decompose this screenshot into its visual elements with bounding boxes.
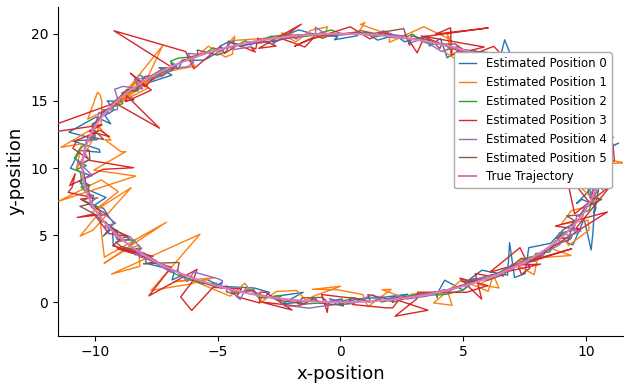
Estimated Position 2 — [102, 219, 110, 224]
Estimated Position 2 — [297, 302, 305, 307]
Estimated Position 1 — [76, 234, 84, 238]
Legend: Estimated Position 0, Estimated Position 1, Estimated Position 2, Estimated Posi: Estimated Position 0, Estimated Position… — [454, 52, 612, 188]
Estimated Position 4 — [312, 25, 319, 30]
Estimated Position 2 — [135, 89, 142, 93]
True Trajectory — [342, 32, 350, 36]
Estimated Position 0 — [251, 286, 258, 291]
Estimated Position 4 — [119, 84, 127, 89]
Estimated Position 3 — [581, 170, 589, 175]
Estimated Position 5 — [123, 87, 131, 92]
Line: Estimated Position 2: Estimated Position 2 — [74, 30, 599, 304]
Estimated Position 3 — [297, 22, 305, 27]
Estimated Position 1 — [361, 20, 369, 25]
Estimated Position 2 — [593, 165, 601, 170]
Estimated Position 1 — [205, 44, 212, 48]
True Trajectory — [331, 300, 339, 305]
Estimated Position 0 — [295, 28, 302, 32]
Estimated Position 1 — [261, 294, 269, 299]
Estimated Position 0 — [80, 186, 88, 190]
Estimated Position 5 — [400, 26, 408, 31]
True Trajectory — [247, 291, 255, 296]
Estimated Position 4 — [242, 286, 249, 291]
Estimated Position 0 — [124, 92, 132, 96]
Estimated Position 4 — [465, 284, 472, 289]
True Trajectory — [83, 188, 90, 193]
Estimated Position 3 — [220, 51, 228, 56]
Estimated Position 5 — [250, 287, 258, 292]
Estimated Position 1 — [584, 181, 592, 186]
Estimated Position 4 — [305, 306, 312, 310]
Estimated Position 1 — [469, 283, 477, 287]
Estimated Position 2 — [209, 46, 217, 50]
Estimated Position 1 — [156, 72, 164, 77]
True Trajectory — [101, 220, 108, 225]
Estimated Position 1 — [55, 199, 62, 204]
Estimated Position 0 — [340, 304, 347, 308]
Estimated Position 0 — [110, 221, 118, 225]
Estimated Position 5 — [214, 53, 221, 57]
Line: Estimated Position 0: Estimated Position 0 — [69, 30, 619, 306]
Estimated Position 3 — [391, 314, 399, 319]
Line: Estimated Position 1: Estimated Position 1 — [59, 23, 625, 307]
Estimated Position 5 — [600, 165, 607, 170]
Estimated Position 4 — [594, 167, 602, 172]
Estimated Position 0 — [583, 183, 591, 187]
X-axis label: x-position: x-position — [296, 365, 385, 383]
Estimated Position 2 — [77, 184, 85, 189]
Y-axis label: y-position: y-position — [7, 127, 25, 216]
Estimated Position 5 — [598, 177, 606, 182]
Estimated Position 0 — [459, 288, 467, 292]
Estimated Position 4 — [112, 221, 120, 226]
Estimated Position 0 — [220, 47, 227, 52]
Estimated Position 4 — [594, 178, 602, 183]
Estimated Position 2 — [466, 283, 473, 288]
Line: Estimated Position 3: Estimated Position 3 — [21, 24, 614, 316]
Estimated Position 5 — [326, 303, 334, 307]
Estimated Position 4 — [219, 46, 227, 51]
True Trajectory — [466, 282, 473, 287]
Estimated Position 3 — [147, 88, 155, 92]
Estimated Position 3 — [90, 211, 98, 216]
Estimated Position 5 — [105, 223, 112, 227]
Estimated Position 2 — [249, 288, 256, 293]
Estimated Position 3 — [64, 190, 72, 195]
Estimated Position 5 — [458, 279, 466, 284]
True Trajectory — [595, 166, 602, 170]
True Trajectory — [595, 171, 602, 176]
Estimated Position 3 — [456, 276, 464, 280]
Estimated Position 2 — [327, 28, 335, 32]
Estimated Position 2 — [595, 168, 603, 173]
Estimated Position 1 — [364, 304, 372, 309]
Estimated Position 0 — [598, 187, 606, 192]
Line: Estimated Position 4: Estimated Position 4 — [77, 27, 607, 308]
Line: True Trajectory: True Trajectory — [83, 34, 598, 302]
True Trajectory — [128, 87, 135, 91]
Estimated Position 4 — [88, 196, 96, 201]
Estimated Position 3 — [256, 301, 263, 305]
True Trajectory — [208, 50, 215, 54]
Line: Estimated Position 5: Estimated Position 5 — [80, 28, 604, 305]
Estimated Position 5 — [84, 191, 91, 196]
Estimated Position 1 — [596, 161, 604, 166]
Estimated Position 3 — [585, 183, 593, 188]
